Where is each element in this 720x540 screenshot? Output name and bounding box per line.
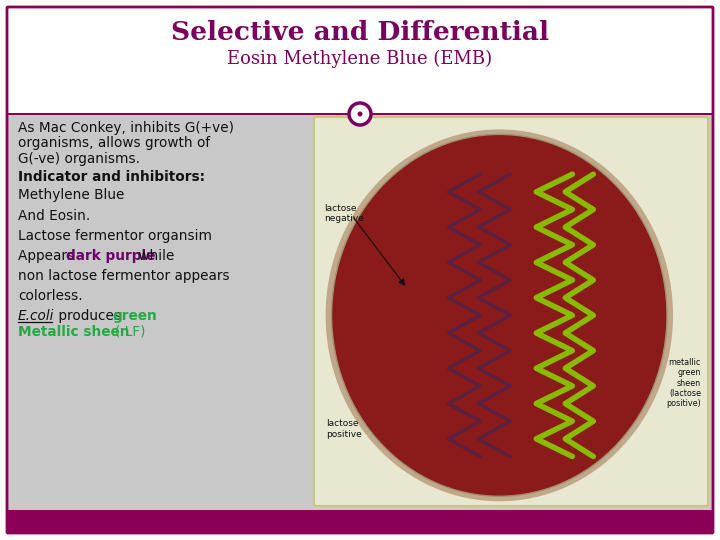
Text: As Mac Conkey, inhibits G(+ve): As Mac Conkey, inhibits G(+ve) [18, 121, 234, 135]
Text: lactose
positive: lactose positive [326, 419, 361, 438]
FancyBboxPatch shape [314, 117, 708, 506]
Text: organisms, allows growth of: organisms, allows growth of [18, 137, 210, 151]
Ellipse shape [325, 130, 673, 501]
Text: dark purple: dark purple [66, 249, 156, 263]
Text: metallic
green
sheen
(lactose
positive): metallic green sheen (lactose positive) [666, 357, 701, 408]
Text: colorless.: colorless. [18, 289, 83, 303]
Text: Indicator and inhibitors:: Indicator and inhibitors: [18, 170, 205, 184]
Text: Lactose fermentor organsim: Lactose fermentor organsim [18, 229, 212, 242]
Circle shape [358, 111, 362, 117]
Text: Metallic sheen: Metallic sheen [18, 325, 130, 339]
Bar [8, 8, 712, 113]
Text: Selective and Differential: Selective and Differential [171, 20, 549, 45]
Circle shape [349, 104, 371, 125]
Text: Methylene Blue: Methylene Blue [18, 188, 125, 202]
Bar [8, 510, 712, 532]
Text: Appears: Appears [18, 249, 78, 263]
Text: non lactose fermentor appears: non lactose fermentor appears [18, 269, 230, 283]
Bar [8, 113, 712, 114]
Text: lactose
negative: lactose negative [324, 204, 364, 223]
Text: And Eosin.: And Eosin. [18, 208, 90, 222]
Text: Eosin Methylene Blue (EMB): Eosin Methylene Blue (EMB) [228, 50, 492, 68]
Text: while: while [134, 249, 174, 263]
Text: G(-ve) organisms.: G(-ve) organisms. [18, 152, 140, 166]
Bar [8, 113, 712, 510]
Text: green: green [112, 309, 157, 323]
Ellipse shape [332, 134, 667, 496]
Text: ( LF): ( LF) [115, 325, 145, 339]
Text: E.coli: E.coli [18, 309, 55, 323]
Text: produces: produces [54, 309, 125, 323]
